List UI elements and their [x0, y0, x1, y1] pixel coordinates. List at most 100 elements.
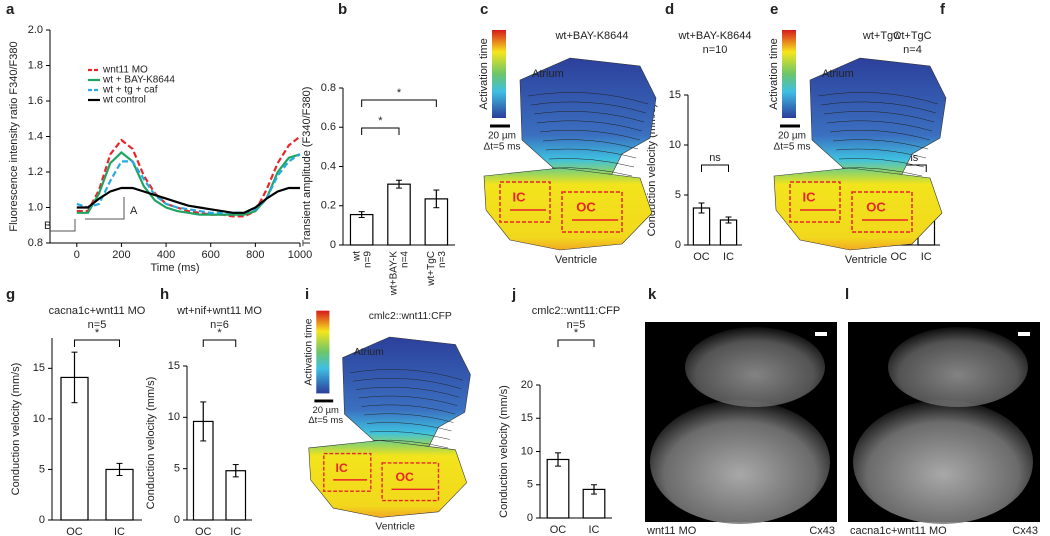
annotation: A [130, 205, 138, 217]
region-box [789, 181, 841, 223]
isochrone [527, 92, 649, 105]
isochrone [841, 167, 923, 177]
significance-bracket [74, 339, 120, 347]
y-tick-label: 10 [521, 445, 533, 457]
y-tick-label: 0.8 [28, 237, 43, 249]
tissue [853, 400, 1033, 524]
x-axis-label: Time (ms) [150, 262, 199, 274]
isochrone [826, 120, 933, 132]
x-tick-label: OC [891, 251, 908, 263]
ventricle-region [773, 167, 943, 251]
ventricle-label: Ventricle [555, 254, 597, 266]
y-tick-label: 10 [168, 411, 180, 423]
atrium-label: Atrium [354, 347, 384, 358]
atrium-label: Atrium [822, 68, 854, 80]
interval-label: Δt=5 ms [774, 142, 811, 153]
isochrone [367, 422, 452, 432]
x-tick-label: IC [921, 251, 932, 263]
panel-letter: e [770, 1, 778, 18]
chart-subtitle: n=10 [703, 44, 728, 56]
panel-letter: h [160, 286, 169, 303]
isochrone [369, 431, 450, 440]
bar [225, 470, 247, 521]
y-tick-label: 0.8 [321, 82, 336, 94]
region-box [561, 191, 623, 233]
legend-label: wnt11 MO [102, 65, 148, 76]
y-tick-label: 0 [527, 512, 533, 524]
y-tick-label: 5 [39, 463, 45, 475]
y-tick-label: 1.0 [28, 201, 43, 213]
colorbar [782, 30, 796, 118]
error-bar [396, 179, 402, 189]
map-title: cmlc2::wnt11:CFP [369, 311, 452, 322]
panel-letter: a [6, 1, 15, 18]
y-tick-label: 0.6 [321, 121, 336, 133]
x-tick-label: OC [195, 526, 212, 536]
region-label: IC [336, 461, 348, 475]
significance-label: * [95, 327, 100, 339]
annotation: B [44, 220, 51, 232]
isochrone [352, 378, 462, 389]
interval-label: Δt=5 ms [308, 414, 343, 425]
x-tick-label: 0 [74, 249, 80, 261]
chart-subtitle: n=5 [88, 319, 107, 331]
panel-letter: f [940, 1, 946, 18]
error-bar [116, 462, 123, 477]
scale-label: 20 µm [488, 131, 516, 142]
y-tick-label: 5 [174, 463, 180, 475]
region-box [499, 181, 551, 223]
x-tick-label: OC [693, 251, 710, 263]
scale-bar [815, 332, 827, 336]
isochrone [542, 139, 639, 150]
x-tick-label: wt [351, 251, 362, 262]
ventricle-region [308, 440, 468, 518]
bar [105, 468, 134, 521]
isochrone [355, 386, 460, 398]
tissue [650, 400, 830, 524]
bar [546, 458, 570, 519]
chart-title: cmlc2::wnt11:CFP [532, 305, 620, 317]
stain-label: Cx43 [809, 525, 835, 536]
series-line [76, 186, 300, 214]
error-bar [200, 401, 207, 442]
region-label: IC [803, 189, 817, 204]
isochrone [539, 129, 641, 141]
y-tick-label: 10 [33, 413, 45, 425]
isochrone [838, 158, 925, 168]
legend-label: wt + BAY-K8644 [102, 75, 175, 86]
category-note: n=3 [437, 251, 448, 268]
x-tick-label: 600 [202, 249, 220, 261]
significance-bracket [202, 339, 237, 347]
error-bar [725, 216, 732, 224]
y-tick-label: 15 [669, 89, 681, 101]
x-tick-label: IC [589, 524, 600, 536]
ventricle-label: Ventricle [845, 254, 887, 266]
x-tick-label: 400 [157, 249, 175, 261]
isochrone [350, 369, 463, 381]
annotation-guide [85, 197, 125, 220]
chart-title: wt+BAY-K8644 [677, 30, 751, 42]
significance-bracket [361, 127, 400, 135]
y-tick-label: 5 [527, 479, 533, 491]
bar [387, 183, 411, 246]
colorbar [492, 30, 506, 118]
significance-label: * [217, 327, 222, 339]
region-label: OC [395, 470, 414, 484]
x-tick-label: IC [723, 251, 734, 263]
chart-subtitle: n=5 [567, 319, 586, 331]
isochrone [372, 439, 448, 449]
y-tick-label: 1.8 [28, 59, 43, 71]
x-tick-label: wt+TgC [426, 251, 437, 287]
tissue [685, 327, 825, 407]
tissue [888, 327, 1028, 407]
x-tick-label: 200 [112, 249, 130, 261]
isochrone [533, 111, 645, 123]
colorbar-label: Activation time [478, 38, 490, 110]
panel-letter: j [511, 286, 516, 303]
bar [719, 219, 738, 246]
chart-subtitle: n=6 [210, 319, 229, 331]
y-axis-label: Conduction velocity (mm/s) [10, 363, 22, 496]
atrium-label: Atrium [532, 68, 564, 80]
